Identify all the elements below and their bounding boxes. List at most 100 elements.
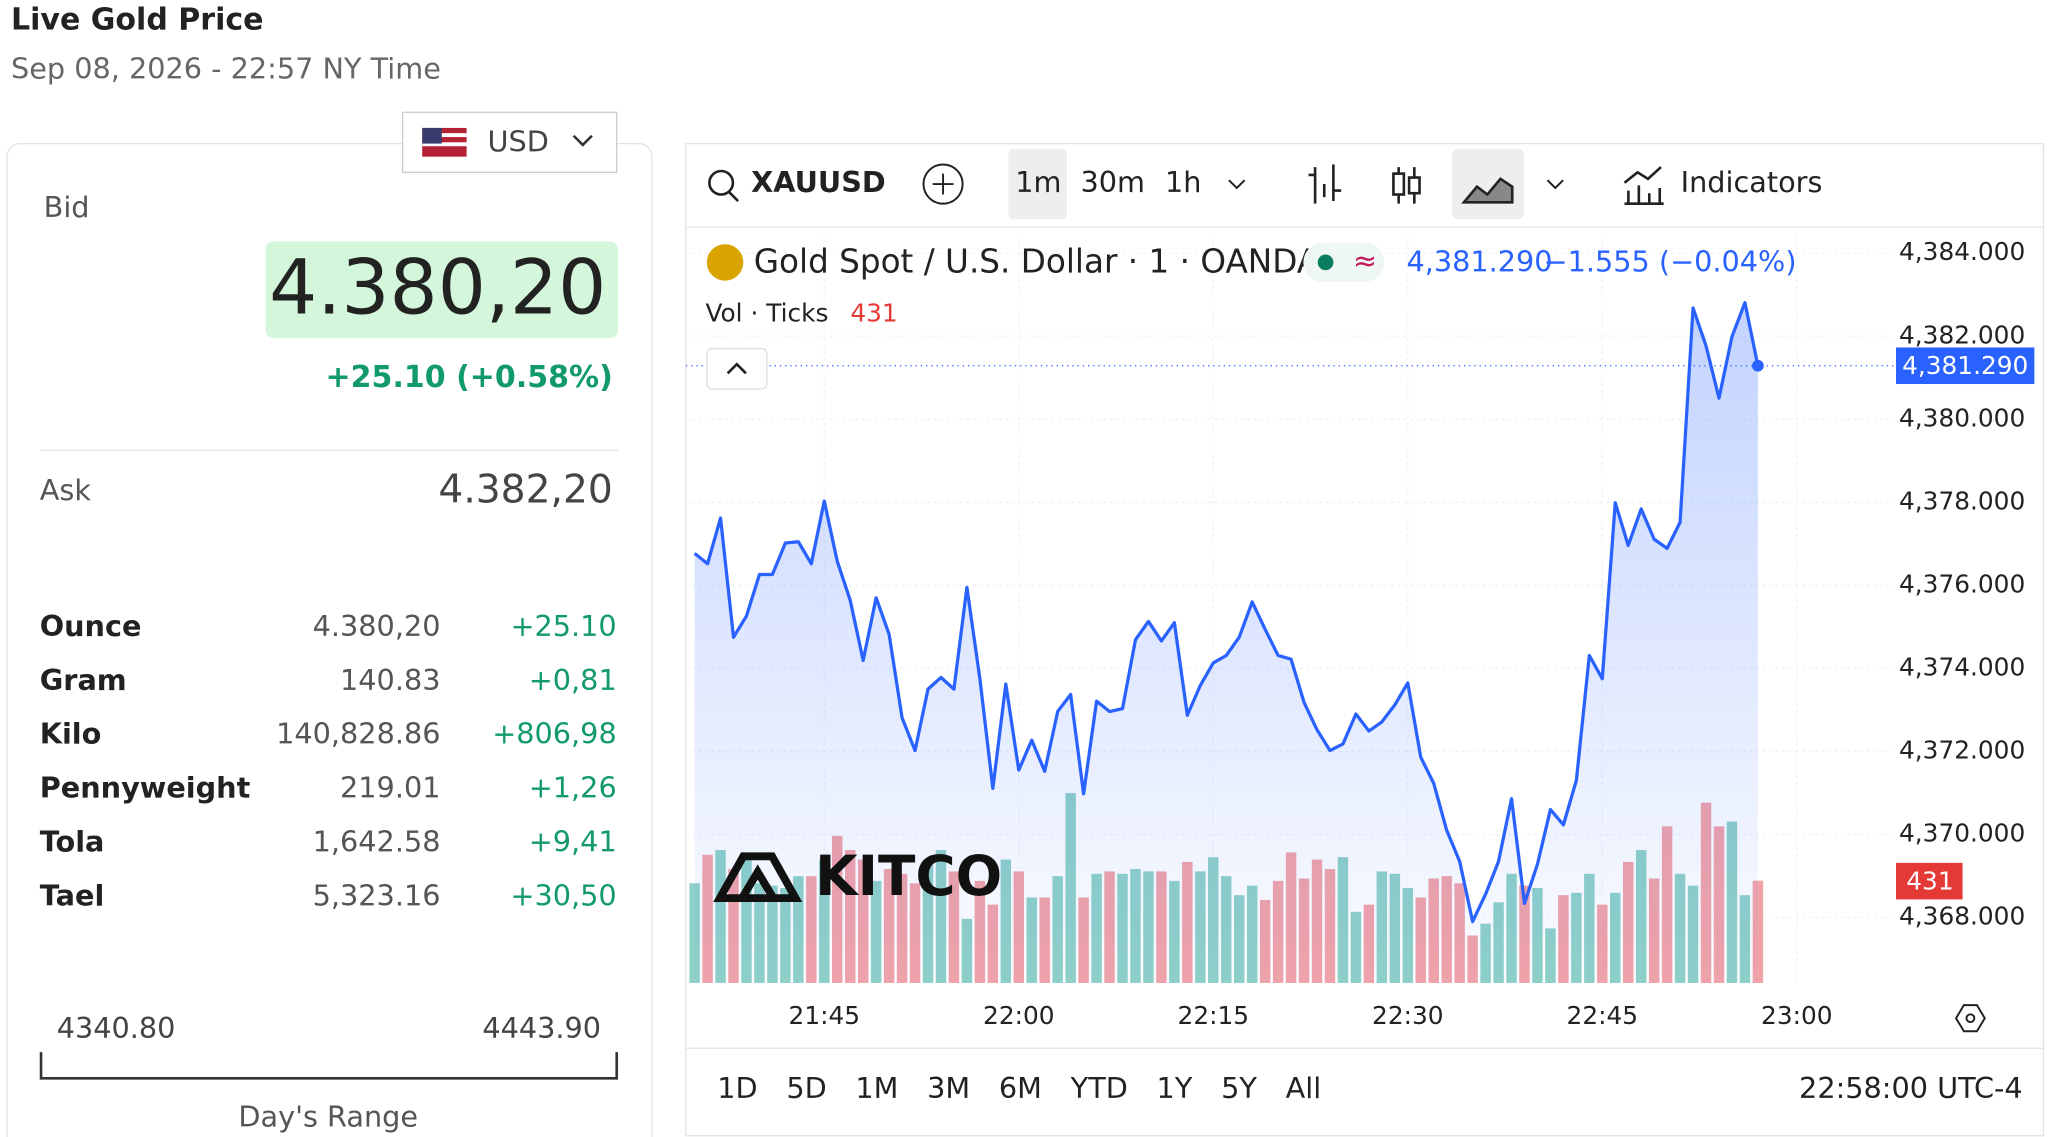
chevron <box>572 134 593 147</box>
row-price: 140.83 <box>340 663 440 697</box>
x-tick-label: 22:00 <box>983 1001 1054 1030</box>
range-button[interactable]: 5Y <box>1221 1071 1257 1105</box>
row-price: 1,642.58 <box>313 825 441 859</box>
last-point <box>1752 359 1764 372</box>
last-price: 4,381.290 <box>1406 245 1552 279</box>
flag-stripe <box>422 133 467 138</box>
status-dot <box>1317 254 1334 271</box>
title: Live Gold Price <box>11 2 264 37</box>
range-button[interactable]: 1D <box>717 1071 757 1105</box>
row-change: +9,41 <box>529 825 617 859</box>
row-change: +0,81 <box>529 663 617 697</box>
watermark-logo <box>713 852 803 903</box>
flag-canton <box>422 127 442 144</box>
x-tick-label: 22:45 <box>1567 1001 1638 1030</box>
x-tick-label: 22:30 <box>1372 1001 1443 1030</box>
bid-label: Bid <box>44 190 90 224</box>
x-tick-label: 23:00 <box>1761 1001 1832 1030</box>
chevron <box>1228 179 1246 190</box>
row-name: Tola <box>40 825 105 859</box>
flag-stripe <box>422 142 467 147</box>
interval[interactable]: 1h <box>1165 165 1201 199</box>
row-price: 4.380,20 <box>313 609 441 643</box>
range-button[interactable]: All <box>1286 1071 1322 1105</box>
row-price: 140,828.86 <box>276 717 440 751</box>
ask: 4.382,20 <box>438 468 612 513</box>
symbol[interactable]: XAUUSD <box>751 165 886 199</box>
price-change: −1.555 (−0.04%) <box>1544 245 1797 279</box>
row-change: +806,98 <box>492 717 616 751</box>
search-icon <box>728 190 740 202</box>
range-button[interactable]: YTD <box>1070 1071 1128 1105</box>
range-high: 4443.90 <box>482 1011 601 1045</box>
row-price: 5,323.16 <box>313 878 441 912</box>
row-change: +25.10 <box>510 609 616 643</box>
range-label: Day's Range <box>238 1100 418 1134</box>
range-button[interactable]: 1Y <box>1157 1071 1193 1105</box>
y-tick-label: 4,380.000 <box>1899 403 2025 432</box>
interval-active <box>1008 148 1068 220</box>
y-tick-label: 4,376.000 <box>1899 569 2025 598</box>
row-change: +30,50 <box>510 878 616 912</box>
range-low: 4340.80 <box>57 1011 176 1045</box>
add-icon <box>932 173 954 195</box>
chevron <box>1546 179 1564 190</box>
collapse-button[interactable] <box>706 347 768 390</box>
row-name: Kilo <box>40 717 102 751</box>
candle-icon <box>1392 172 1406 196</box>
price-badge <box>1896 347 2035 385</box>
bid-change: +25.10 (+0.58%) <box>326 360 613 395</box>
chart-title: Gold Spot / U.S. Dollar · 1 · OANDA <box>754 243 1320 281</box>
row-name: Pennyweight <box>40 771 251 805</box>
range-button[interactable]: 3M <box>927 1071 970 1105</box>
add-button[interactable] <box>922 163 964 205</box>
price-line <box>693 301 1760 924</box>
chart-frame <box>685 142 2045 1137</box>
range-button[interactable]: 6M <box>999 1071 1042 1105</box>
bars-icon[interactable] <box>1308 164 1342 204</box>
watermark: KITCO <box>815 844 1002 908</box>
bid: 4.380,20 <box>269 243 606 331</box>
ask-label: Ask <box>40 473 92 507</box>
indicators[interactable]: Indicators <box>1681 165 1823 199</box>
area <box>694 302 1758 983</box>
area-icon <box>1461 177 1514 204</box>
range-bar <box>39 1052 619 1080</box>
y-tick-label: 4,382.000 <box>1899 320 2025 349</box>
symbol-logo <box>706 244 744 281</box>
chevron <box>726 362 747 375</box>
volume-badge-label: 431 <box>1906 866 1953 895</box>
currency: USD <box>487 125 548 159</box>
price-badge-label: 4,381.290 <box>1902 351 2028 380</box>
price-panel <box>6 142 653 1137</box>
y-tick-label: 4,378.000 <box>1899 486 2025 515</box>
settings-icon[interactable] <box>1954 1004 1986 1033</box>
date: Sep 08, 2026 - 22:57 NY Time <box>11 51 441 85</box>
x-tick-label: 21:45 <box>789 1001 860 1030</box>
area-icon-active[interactable] <box>1452 148 1524 220</box>
row-name: Ounce <box>40 609 142 643</box>
row-name: Tael <box>40 878 105 912</box>
row-name: Gram <box>40 663 127 697</box>
bid-box <box>265 241 619 339</box>
range-button[interactable]: 5D <box>786 1071 826 1105</box>
settings-icon <box>1965 1013 1976 1024</box>
status-pill <box>1303 242 1385 282</box>
range-button[interactable]: 1M <box>855 1071 898 1105</box>
y-tick-label: 4,370.000 <box>1899 818 2025 847</box>
clock: 22:58:00 UTC-4 <box>1799 1071 2023 1105</box>
interval[interactable]: 1m <box>1015 165 1061 199</box>
search-icon[interactable] <box>708 169 735 196</box>
candle-icon <box>1407 176 1421 195</box>
indicators-icon[interactable] <box>1623 166 1664 205</box>
volume-badge <box>1896 862 1963 900</box>
volume-legend: Vol · Ticks <box>705 299 828 328</box>
y-tick-label: 4,384.000 <box>1899 237 2025 266</box>
x-tick-label: 22:15 <box>1178 1001 1249 1030</box>
interval[interactable]: 30m <box>1081 165 1145 199</box>
row-price: 219.01 <box>340 771 440 805</box>
y-tick-label: 4,374.000 <box>1899 652 2025 681</box>
row-change: +1,26 <box>529 771 617 805</box>
volume-last: 431 <box>850 299 897 328</box>
